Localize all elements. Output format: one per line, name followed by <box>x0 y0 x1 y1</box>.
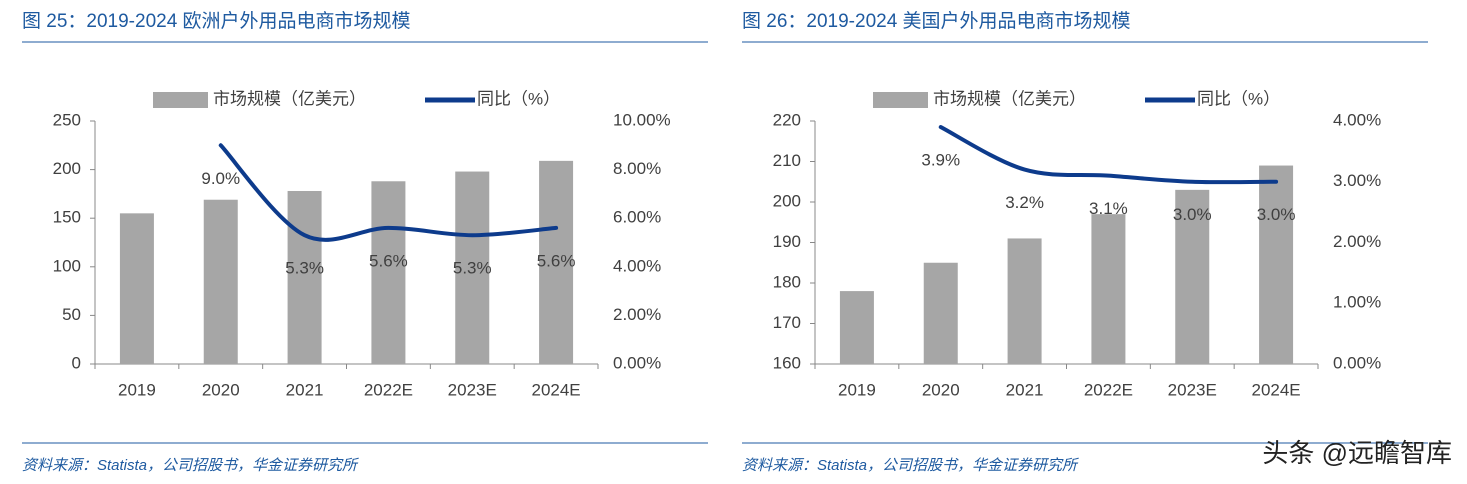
y-tick-label: 200 <box>773 191 801 210</box>
y2-tick-label: 4.00% <box>613 256 661 275</box>
legend-label: 市场规模（亿美元） <box>933 89 1086 108</box>
bar <box>287 190 322 364</box>
legend-label: 市场规模（亿美元） <box>213 89 366 108</box>
y-tick-label: 170 <box>773 313 801 332</box>
y-tick-label: 190 <box>773 232 801 251</box>
value-label: 5.6% <box>537 251 576 270</box>
value-label: 5.6% <box>369 251 408 270</box>
x-tick-label: 2024E <box>531 380 580 399</box>
bar <box>371 181 406 364</box>
y2-tick-label: 3.00% <box>1333 171 1381 190</box>
bar <box>455 171 490 364</box>
watermark: 头条 @远瞻智库 <box>1262 438 1452 468</box>
legend-swatch <box>153 92 208 108</box>
bar <box>203 199 238 364</box>
bar <box>1007 238 1042 364</box>
y2-tick-label: 0.00% <box>613 353 661 372</box>
y-tick-label: 220 <box>773 110 801 129</box>
y2-tick-label: 1.00% <box>1333 293 1381 312</box>
source: 资料来源：Statista，公司招股书，华金证券研究所 <box>22 457 359 474</box>
y-tick-label: 160 <box>773 353 801 372</box>
value-label: 5.3% <box>285 259 324 278</box>
legend-label: 同比（%） <box>1197 89 1280 108</box>
y2-tick-label: 6.00% <box>613 208 661 227</box>
y-tick-label: 50 <box>62 305 81 324</box>
bar <box>923 262 958 364</box>
y2-tick-label: 2.00% <box>613 305 661 324</box>
x-tick-label: 2021 <box>286 380 324 399</box>
chart-title: 图 26：2019-2024 美国户外用品电商市场规模 <box>742 10 1131 32</box>
legend-swatch <box>873 92 928 108</box>
bar <box>839 291 874 364</box>
x-tick-label: 2024E <box>1251 380 1300 399</box>
value-label: 3.1% <box>1089 199 1128 218</box>
y-tick-label: 0 <box>72 353 81 372</box>
y2-tick-label: 10.00% <box>613 110 671 129</box>
source: 资料来源：Statista，公司招股书，华金证券研究所 <box>742 457 1079 474</box>
x-tick-label: 2023E <box>1168 380 1217 399</box>
value-label: 3.0% <box>1173 205 1212 224</box>
y-tick-label: 180 <box>773 272 801 291</box>
x-tick-label: 2020 <box>922 380 960 399</box>
value-label: 9.0% <box>201 169 240 188</box>
y2-tick-label: 4.00% <box>1333 110 1381 129</box>
bar <box>1091 214 1126 364</box>
value-label: 3.9% <box>921 151 960 170</box>
value-label: 3.2% <box>1005 193 1044 212</box>
x-tick-label: 2020 <box>202 380 240 399</box>
bar <box>539 160 574 364</box>
y-tick-label: 150 <box>53 208 81 227</box>
value-label: 3.0% <box>1257 205 1296 224</box>
legend-label: 同比（%） <box>477 89 560 108</box>
x-tick-label: 2019 <box>838 380 876 399</box>
bar <box>119 213 154 364</box>
y-tick-label: 200 <box>53 159 81 178</box>
line <box>938 125 1279 185</box>
y2-tick-label: 2.00% <box>1333 232 1381 251</box>
x-tick-label: 2019 <box>118 380 156 399</box>
x-tick-label: 2022E <box>1084 380 1133 399</box>
x-tick-label: 2022E <box>364 380 413 399</box>
y-tick-label: 250 <box>53 110 81 129</box>
y-tick-label: 210 <box>773 151 801 170</box>
bar <box>1175 189 1210 364</box>
y2-tick-label: 0.00% <box>1333 353 1381 372</box>
x-tick-label: 2023E <box>448 380 497 399</box>
x-tick-label: 2021 <box>1006 380 1044 399</box>
y2-tick-label: 8.00% <box>613 159 661 178</box>
y-tick-label: 100 <box>53 256 81 275</box>
line <box>218 143 559 242</box>
chart-title: 图 25：2019-2024 欧洲户外用品电商市场规模 <box>22 10 411 32</box>
bar <box>1259 165 1294 364</box>
value-label: 5.3% <box>453 259 492 278</box>
